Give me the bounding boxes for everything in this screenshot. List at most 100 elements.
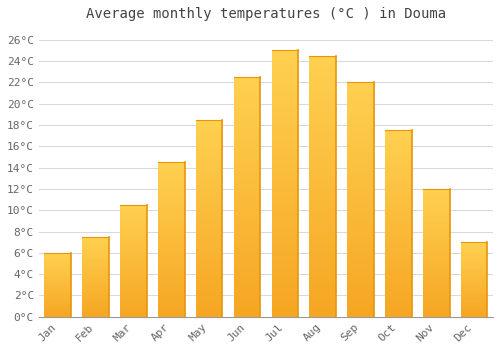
Bar bbox=[461, 271, 487, 272]
Bar bbox=[461, 286, 487, 287]
Bar bbox=[158, 190, 184, 191]
Bar bbox=[158, 313, 184, 314]
Bar bbox=[120, 252, 146, 253]
Bar bbox=[310, 253, 336, 254]
Bar bbox=[234, 199, 260, 201]
Bar bbox=[120, 205, 146, 206]
Bar bbox=[158, 202, 184, 203]
Bar bbox=[196, 177, 222, 178]
Bar bbox=[310, 305, 336, 306]
Bar bbox=[234, 279, 260, 280]
Bar bbox=[196, 161, 222, 162]
Bar bbox=[272, 181, 298, 182]
Bar bbox=[158, 205, 184, 206]
Bar bbox=[196, 155, 222, 156]
Bar bbox=[272, 286, 298, 287]
Bar bbox=[196, 142, 222, 143]
Bar bbox=[385, 202, 411, 203]
Bar bbox=[272, 309, 298, 310]
Bar bbox=[310, 271, 336, 272]
Bar bbox=[348, 109, 374, 111]
Bar bbox=[82, 249, 109, 250]
Bar bbox=[120, 247, 146, 248]
Bar bbox=[234, 264, 260, 265]
Bar bbox=[234, 210, 260, 211]
Bar bbox=[423, 296, 450, 297]
Bar bbox=[196, 256, 222, 257]
Bar bbox=[158, 229, 184, 230]
Bar bbox=[385, 167, 411, 168]
Bar bbox=[310, 65, 336, 66]
Bar bbox=[310, 231, 336, 232]
Bar bbox=[234, 110, 260, 111]
Bar bbox=[423, 266, 450, 267]
Bar bbox=[385, 166, 411, 167]
Bar bbox=[423, 239, 450, 240]
Bar bbox=[310, 156, 336, 158]
Bar bbox=[423, 224, 450, 225]
Bar bbox=[196, 136, 222, 138]
Bar bbox=[310, 143, 336, 145]
Bar bbox=[120, 230, 146, 231]
Bar bbox=[461, 300, 487, 301]
Bar bbox=[82, 261, 109, 262]
Bar bbox=[348, 243, 374, 244]
Bar bbox=[234, 313, 260, 314]
Bar bbox=[158, 275, 184, 276]
Bar bbox=[310, 256, 336, 257]
Bar bbox=[120, 289, 146, 290]
Bar bbox=[310, 173, 336, 175]
Bar bbox=[348, 175, 374, 176]
Bar bbox=[82, 275, 109, 276]
Bar bbox=[272, 293, 298, 294]
Bar bbox=[423, 305, 450, 306]
Bar bbox=[272, 312, 298, 313]
Bar bbox=[461, 280, 487, 281]
Bar bbox=[196, 131, 222, 132]
Bar bbox=[234, 86, 260, 88]
Bar bbox=[310, 267, 336, 268]
Bar bbox=[158, 288, 184, 289]
Bar bbox=[461, 311, 487, 312]
Bar bbox=[272, 275, 298, 277]
Bar bbox=[196, 202, 222, 203]
Bar bbox=[348, 266, 374, 267]
Bar bbox=[348, 260, 374, 262]
Bar bbox=[234, 272, 260, 274]
Bar bbox=[272, 62, 298, 64]
Bar bbox=[196, 244, 222, 245]
Bar bbox=[196, 260, 222, 261]
Bar bbox=[158, 213, 184, 214]
Bar bbox=[385, 169, 411, 170]
Bar bbox=[158, 300, 184, 301]
Bar bbox=[82, 290, 109, 291]
Bar bbox=[82, 295, 109, 296]
Bar bbox=[234, 301, 260, 302]
Bar bbox=[120, 229, 146, 230]
Bar bbox=[310, 250, 336, 252]
Bar bbox=[272, 150, 298, 152]
Bar bbox=[82, 237, 109, 238]
Bar bbox=[423, 260, 450, 261]
Bar bbox=[310, 233, 336, 235]
Bar bbox=[196, 259, 222, 260]
Bar bbox=[385, 248, 411, 249]
Bar bbox=[348, 215, 374, 216]
Bar bbox=[348, 173, 374, 174]
Bar bbox=[234, 112, 260, 113]
Bar bbox=[158, 196, 184, 197]
Bar bbox=[385, 235, 411, 236]
Bar bbox=[385, 296, 411, 297]
Bar bbox=[272, 85, 298, 86]
Bar bbox=[196, 277, 222, 278]
Bar bbox=[348, 292, 374, 293]
Bar bbox=[385, 177, 411, 178]
Bar bbox=[158, 249, 184, 250]
Bar bbox=[234, 185, 260, 186]
Bar bbox=[348, 204, 374, 205]
Bar bbox=[158, 240, 184, 241]
Bar bbox=[196, 257, 222, 258]
Bar bbox=[82, 287, 109, 288]
Bar bbox=[461, 246, 487, 247]
Bar bbox=[461, 296, 487, 297]
